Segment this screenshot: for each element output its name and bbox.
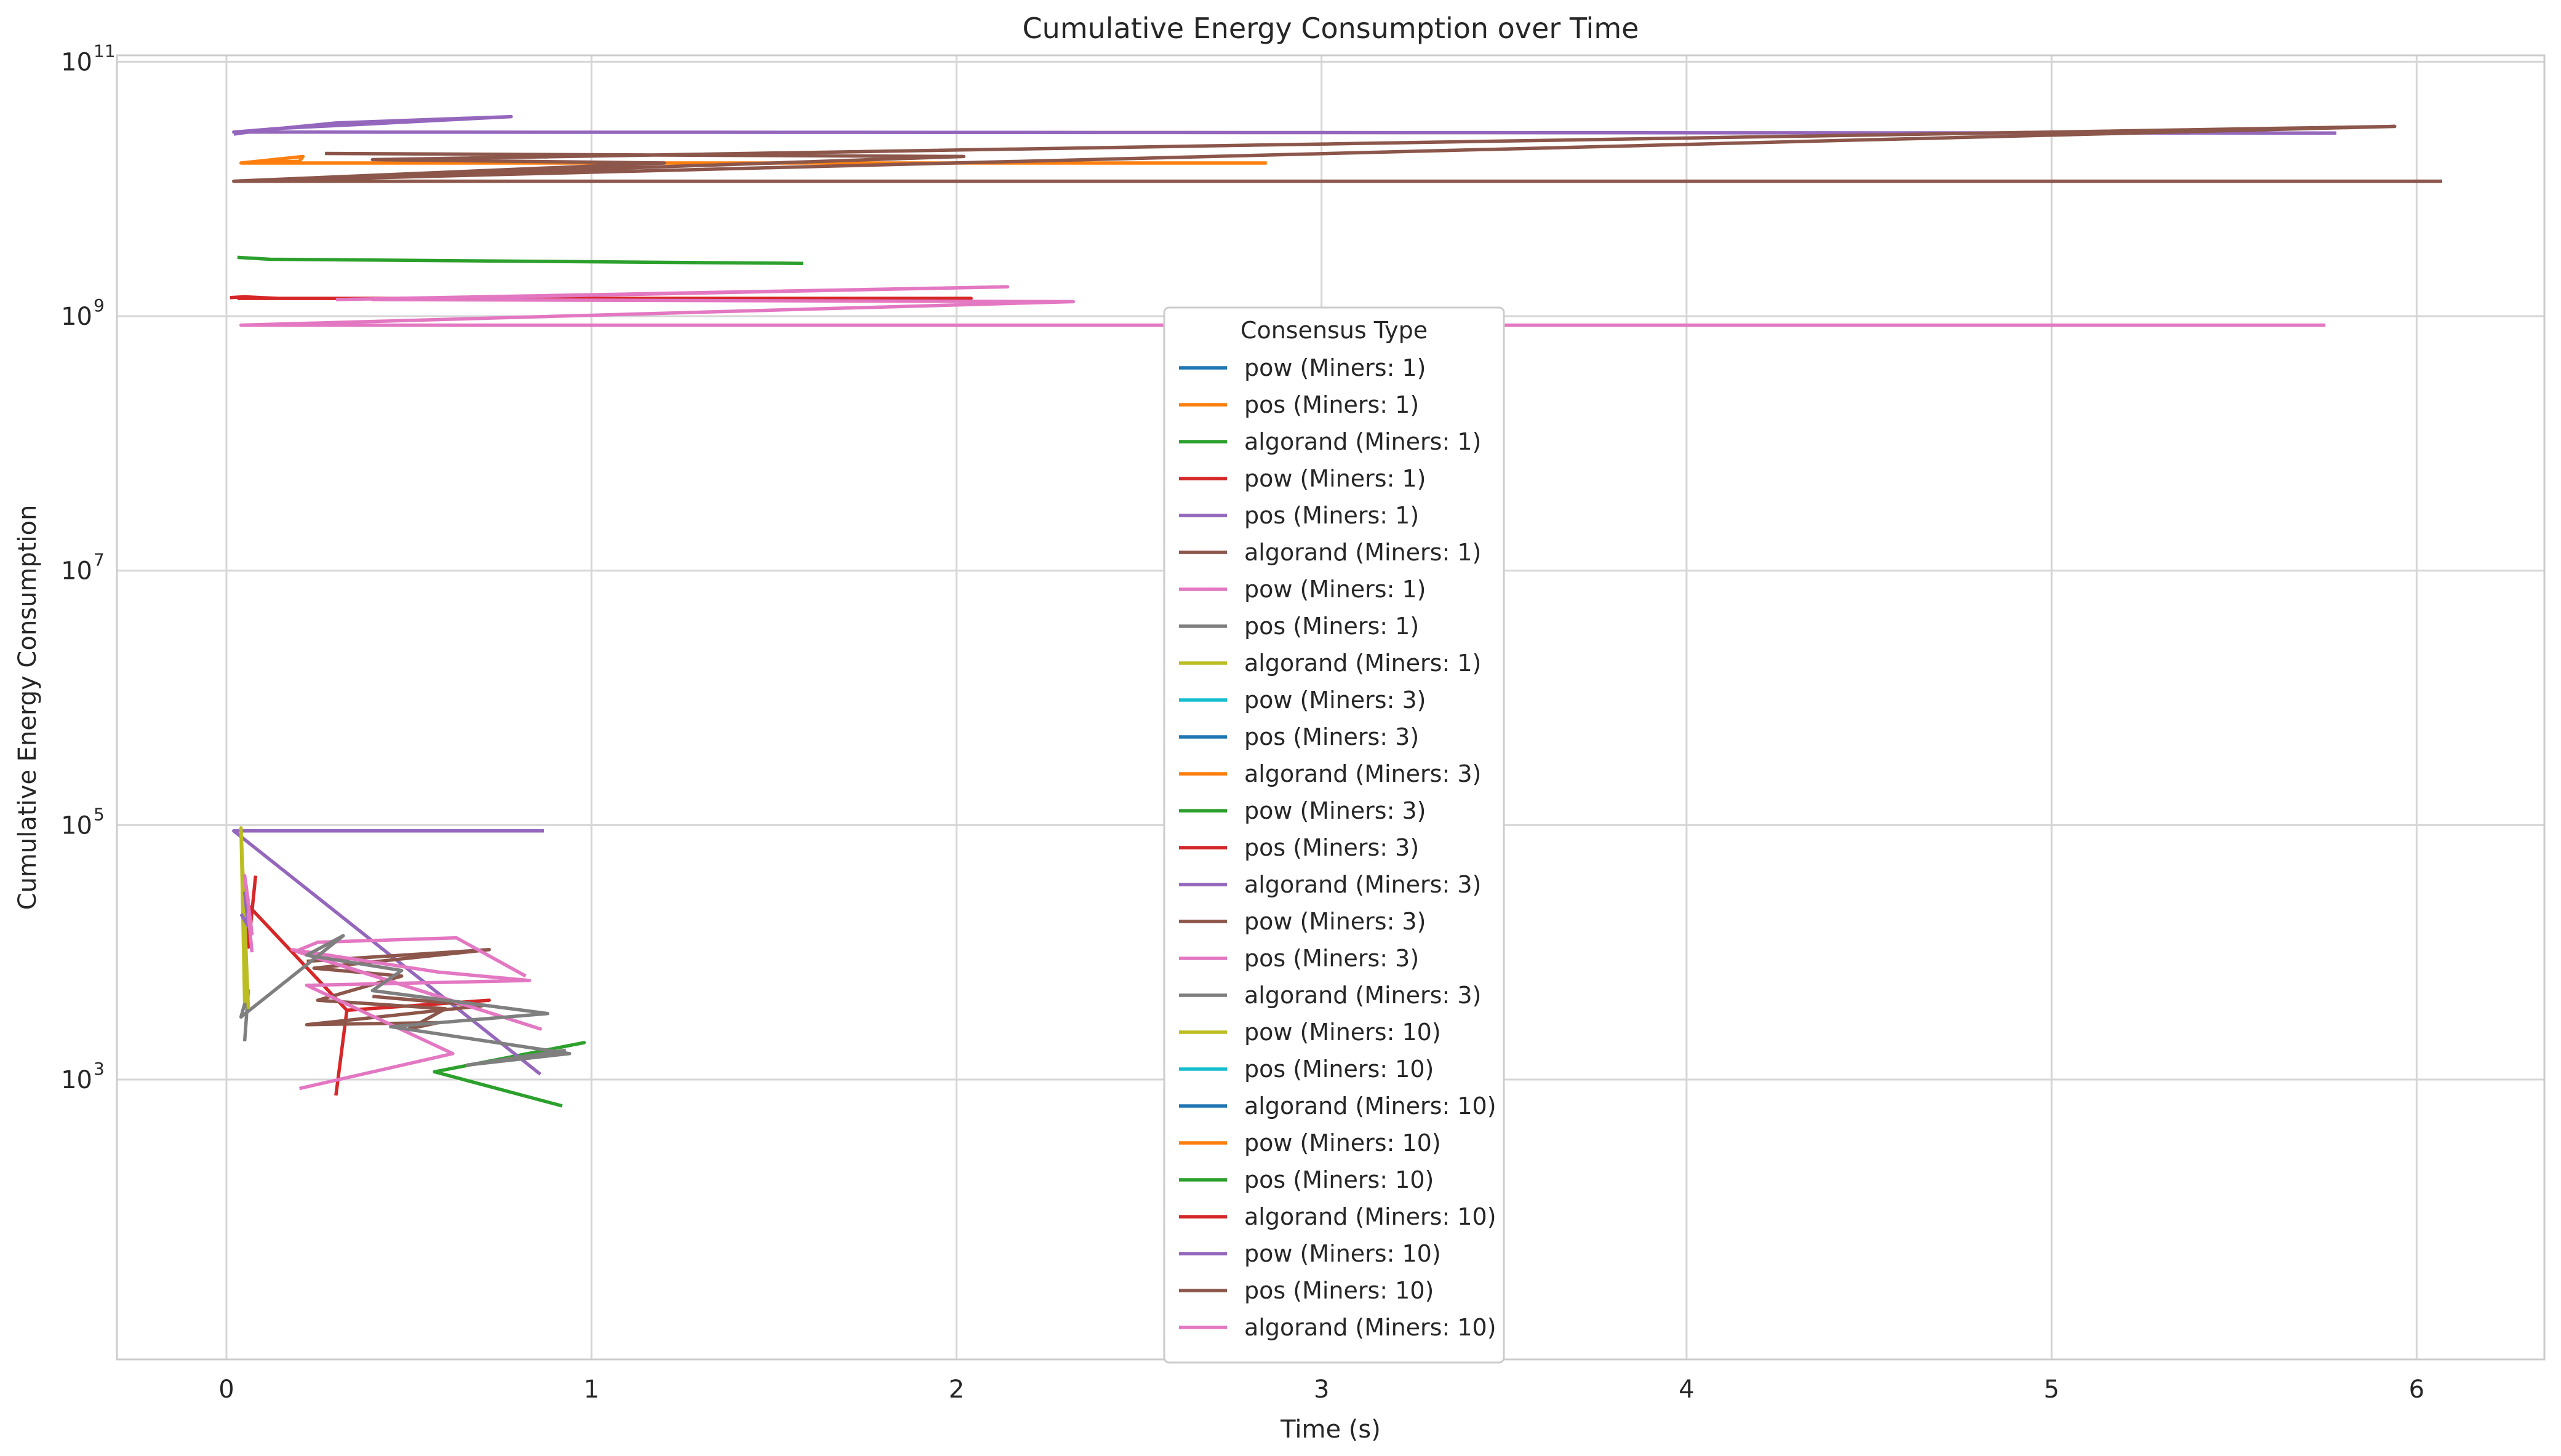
legend-entry: pow (Miners: 3) bbox=[1179, 797, 1426, 824]
legend-entry: algorand (Miners: 10) bbox=[1179, 1314, 1496, 1341]
legend-entry: pos (Miners: 3) bbox=[1179, 834, 1419, 861]
legend-entry: pow (Miners: 10) bbox=[1179, 1129, 1441, 1156]
legend-title: Consensus Type bbox=[1241, 317, 1428, 344]
legend-label: algorand (Miners: 10) bbox=[1244, 1092, 1496, 1120]
legend-entry: pow (Miners: 1) bbox=[1179, 465, 1426, 492]
legend-label: pow (Miners: 10) bbox=[1244, 1129, 1441, 1156]
legend-entry: pos (Miners: 1) bbox=[1179, 613, 1419, 640]
x-tick-label: 5 bbox=[2044, 1375, 2059, 1404]
series-line-19 bbox=[239, 826, 250, 1009]
series-line-17 bbox=[290, 936, 542, 1091]
legend-entry: algorand (Miners: 1) bbox=[1179, 428, 1481, 455]
x-tick-label: 2 bbox=[949, 1375, 964, 1404]
series-line-4 bbox=[230, 295, 973, 300]
legend-label: algorand (Miners: 1) bbox=[1244, 539, 1481, 566]
y-tick-base: 10 bbox=[61, 303, 92, 331]
y-tick-base: 10 bbox=[61, 811, 92, 840]
legend-label: pos (Miners: 10) bbox=[1244, 1277, 1434, 1304]
legend-entry: pos (Miners: 10) bbox=[1179, 1277, 1434, 1304]
legend-label: pow (Miners: 1) bbox=[1244, 576, 1426, 603]
legend-label: pow (Miners: 3) bbox=[1244, 797, 1426, 824]
legend-entry: pow (Miners: 3) bbox=[1179, 686, 1426, 714]
legend-label: pos (Miners: 3) bbox=[1244, 834, 1419, 861]
x-tick-label: 6 bbox=[2409, 1375, 2424, 1404]
legend-label: pow (Miners: 1) bbox=[1244, 465, 1426, 492]
legend-label: algorand (Miners: 10) bbox=[1244, 1203, 1496, 1230]
legend-entry: algorand (Miners: 1) bbox=[1179, 539, 1481, 566]
y-tick-label: 10 7 bbox=[61, 550, 105, 586]
legend-label: pos (Miners: 10) bbox=[1244, 1056, 1434, 1083]
legend-entry: pos (Miners: 1) bbox=[1179, 502, 1419, 529]
legend-label: algorand (Miners: 3) bbox=[1244, 982, 1481, 1009]
legend-label: pow (Miners: 1) bbox=[1244, 354, 1426, 381]
legend-label: pos (Miners: 1) bbox=[1244, 613, 1419, 640]
y-tick-exponent: 5 bbox=[94, 804, 105, 824]
y-tick-exponent: 11 bbox=[94, 41, 116, 61]
y-tick-label: 10 9 bbox=[61, 295, 105, 331]
y-tick-label: 10 5 bbox=[61, 804, 105, 840]
y-tick-exponent: 9 bbox=[94, 295, 105, 316]
series-line-6 bbox=[232, 124, 2442, 183]
legend-entry: pos (Miners: 10) bbox=[1179, 1166, 1434, 1193]
x-axis-label: Time (s) bbox=[1280, 1415, 1381, 1444]
y-tick-base: 10 bbox=[61, 48, 92, 76]
y-tick-label: 10 3 bbox=[61, 1059, 105, 1094]
legend-entry: algorand (Miners: 3) bbox=[1179, 760, 1481, 787]
legend-entry: algorand (Miners: 3) bbox=[1179, 871, 1481, 898]
legend-label: pow (Miners: 10) bbox=[1244, 1240, 1441, 1267]
y-tick-base: 10 bbox=[61, 1066, 92, 1094]
series-line-18 bbox=[239, 934, 572, 1067]
series-line-15 bbox=[232, 829, 545, 1076]
legend-entry: pow (Miners: 10) bbox=[1179, 1019, 1441, 1046]
y-tick-exponent: 3 bbox=[94, 1059, 105, 1079]
legend-entry: pow (Miners: 10) bbox=[1179, 1240, 1441, 1267]
x-tick-label: 0 bbox=[218, 1375, 234, 1404]
y-tick-base: 10 bbox=[61, 557, 92, 586]
legend-entry: pos (Miners: 3) bbox=[1179, 723, 1419, 750]
series-line-3 bbox=[237, 255, 804, 265]
legend-entry: pos (Miners: 3) bbox=[1179, 945, 1419, 972]
legend: Consensus Type pow (Miners: 1) pos (Miners… bbox=[1163, 306, 1505, 1364]
legend-label: pos (Miners: 1) bbox=[1244, 391, 1419, 418]
series-line-7 bbox=[239, 285, 2326, 327]
legend-entry: pow (Miners: 1) bbox=[1179, 576, 1426, 603]
legend-label: algorand (Miners: 1) bbox=[1244, 428, 1481, 455]
legend-label: pos (Miners: 3) bbox=[1244, 723, 1419, 750]
y-tick-exponent: 7 bbox=[94, 550, 105, 570]
legend-entry: algorand (Miners: 3) bbox=[1179, 982, 1481, 1009]
series-line-14 bbox=[242, 875, 491, 1096]
series-line-5 bbox=[232, 114, 2336, 136]
legend-box bbox=[1163, 306, 1505, 1364]
legend-label: pow (Miners: 3) bbox=[1244, 686, 1426, 714]
y-tick-label: 10 11 bbox=[61, 41, 116, 76]
legend-label: algorand (Miners: 1) bbox=[1244, 650, 1481, 677]
legend-label: pos (Miners: 10) bbox=[1244, 1166, 1434, 1193]
chart-title: Cumulative Energy Consumption over Time bbox=[1023, 12, 1639, 45]
series-line-27 bbox=[242, 873, 254, 953]
legend-label: pos (Miners: 1) bbox=[1244, 502, 1419, 529]
legend-label: pow (Miners: 3) bbox=[1244, 908, 1426, 935]
legend-label: algorand (Miners: 3) bbox=[1244, 871, 1481, 898]
x-tick-label: 3 bbox=[1314, 1375, 1329, 1404]
legend-label: pos (Miners: 3) bbox=[1244, 945, 1419, 972]
legend-label: algorand (Miners: 10) bbox=[1244, 1314, 1496, 1341]
x-tick-label: 4 bbox=[1679, 1375, 1694, 1404]
legend-entry: algorand (Miners: 1) bbox=[1179, 650, 1481, 677]
legend-entry: pos (Miners: 10) bbox=[1179, 1056, 1434, 1083]
legend-entry: algorand (Miners: 10) bbox=[1179, 1092, 1496, 1120]
legend-entry: algorand (Miners: 10) bbox=[1179, 1203, 1496, 1230]
y-axis-label: Cumulative Energy Consumption bbox=[14, 505, 42, 910]
legend-label: algorand (Miners: 3) bbox=[1244, 760, 1481, 787]
legend-entry: pow (Miners: 3) bbox=[1179, 908, 1426, 935]
x-tick-label: 1 bbox=[583, 1375, 599, 1404]
legend-label: pow (Miners: 10) bbox=[1244, 1019, 1441, 1046]
legend-entry: pow (Miners: 1) bbox=[1179, 354, 1426, 381]
legend-entry: pos (Miners: 1) bbox=[1179, 391, 1419, 418]
series-lines bbox=[230, 114, 2442, 1108]
